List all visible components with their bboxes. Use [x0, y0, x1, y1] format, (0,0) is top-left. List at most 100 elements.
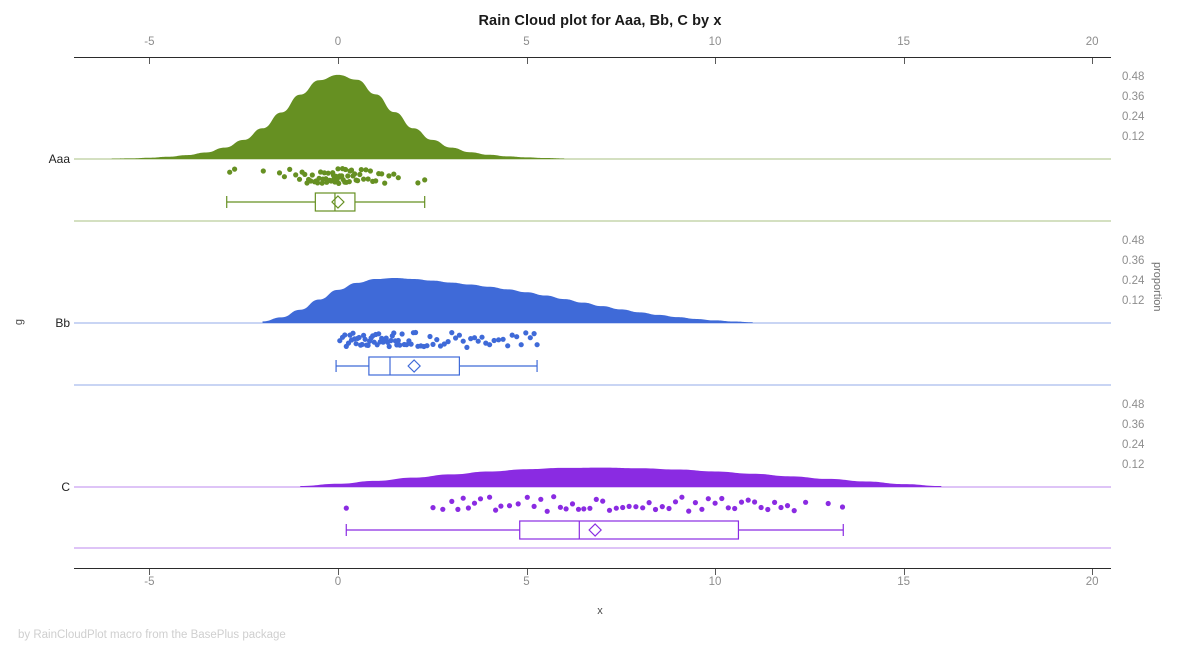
box-plot [335, 356, 538, 376]
proportion-tick-label: 0.12 [1122, 295, 1145, 307]
proportion-tick-label: 0.12 [1122, 459, 1145, 471]
data-point [544, 508, 550, 514]
data-point [343, 505, 349, 511]
data-point [613, 505, 619, 511]
data-point [500, 336, 506, 342]
data-point [606, 507, 613, 513]
data-point [712, 500, 718, 506]
data-point [358, 167, 364, 173]
tick-label: 0 [334, 36, 342, 48]
data-point [672, 499, 679, 505]
data-point [276, 170, 283, 176]
data-point [719, 495, 725, 502]
data-point [825, 500, 831, 507]
data-point [424, 343, 430, 349]
data-point [336, 180, 342, 186]
data-point [315, 180, 321, 186]
data-point [738, 499, 745, 505]
data-point [342, 166, 349, 173]
data-point [321, 170, 327, 176]
data-point [475, 338, 481, 344]
data-point [346, 179, 352, 185]
data-point [593, 496, 599, 502]
proportion-tick-label: 0.12 [1122, 131, 1145, 143]
data-point [633, 504, 639, 510]
data-point [302, 171, 308, 177]
data-point [449, 498, 455, 504]
data-point [477, 496, 484, 502]
data-point [581, 506, 587, 512]
data-point [772, 499, 778, 505]
data-point [413, 329, 419, 336]
data-point [353, 341, 359, 347]
tick-mark [715, 58, 717, 64]
data-point [395, 337, 401, 344]
density-cloud [262, 278, 753, 323]
tick-mark [715, 569, 717, 575]
data-point [464, 344, 470, 350]
data-point [363, 167, 369, 173]
tick-label: 20 [1085, 576, 1099, 588]
data-point [456, 332, 462, 338]
data-point [415, 180, 421, 186]
tick-label: 5 [523, 576, 530, 588]
data-point [471, 500, 478, 506]
data-point [460, 495, 466, 501]
data-point [342, 332, 348, 338]
data-point [523, 330, 529, 336]
data-point [357, 171, 363, 178]
data-point [791, 508, 797, 514]
data-point [498, 503, 504, 509]
data-point [404, 342, 410, 348]
page-title: Rain Cloud plot for Aaa, Bb, C by x [478, 13, 722, 29]
data-point [397, 342, 403, 348]
tick-label: -5 [144, 36, 155, 48]
data-point [460, 338, 466, 344]
data-point [515, 501, 521, 507]
tick-mark [526, 569, 528, 575]
y-axis-title: g [13, 318, 26, 326]
data-point [227, 169, 233, 175]
proportion-tick-label: 0.24 [1122, 439, 1145, 451]
data-point [652, 506, 659, 513]
data-point [352, 171, 358, 177]
tick-mark [1092, 569, 1094, 575]
data-point [569, 501, 576, 507]
data-dots [343, 494, 846, 514]
group-label-c: C [61, 480, 70, 494]
data-point [758, 504, 764, 511]
data-point [487, 494, 493, 500]
mean-diamond [407, 359, 421, 373]
data-point [335, 166, 341, 172]
tick-label: 0 [334, 576, 342, 588]
data-point [527, 335, 533, 341]
data-point [293, 172, 299, 178]
data-point [287, 166, 293, 172]
data-point [752, 499, 758, 505]
tick-label: 5 [523, 36, 530, 48]
data-point [309, 172, 315, 178]
data-point [348, 167, 355, 173]
tick-mark [1092, 58, 1094, 64]
tick-mark [903, 58, 905, 64]
data-point [534, 342, 540, 348]
data-point [765, 506, 771, 513]
data-point [626, 503, 632, 509]
data-point [551, 494, 557, 500]
data-dots [227, 166, 428, 186]
data-point [453, 335, 459, 341]
data-point [232, 166, 238, 172]
data-point [281, 174, 287, 180]
data-point [732, 505, 738, 512]
data-point [395, 175, 401, 181]
data-point [391, 330, 397, 336]
data-point [659, 504, 665, 510]
panel-c [74, 467, 1111, 549]
data-point [487, 342, 493, 348]
data-point [784, 503, 791, 509]
data-point [365, 176, 371, 182]
data-point [430, 505, 436, 511]
data-point [376, 331, 382, 337]
data-point [620, 504, 626, 511]
